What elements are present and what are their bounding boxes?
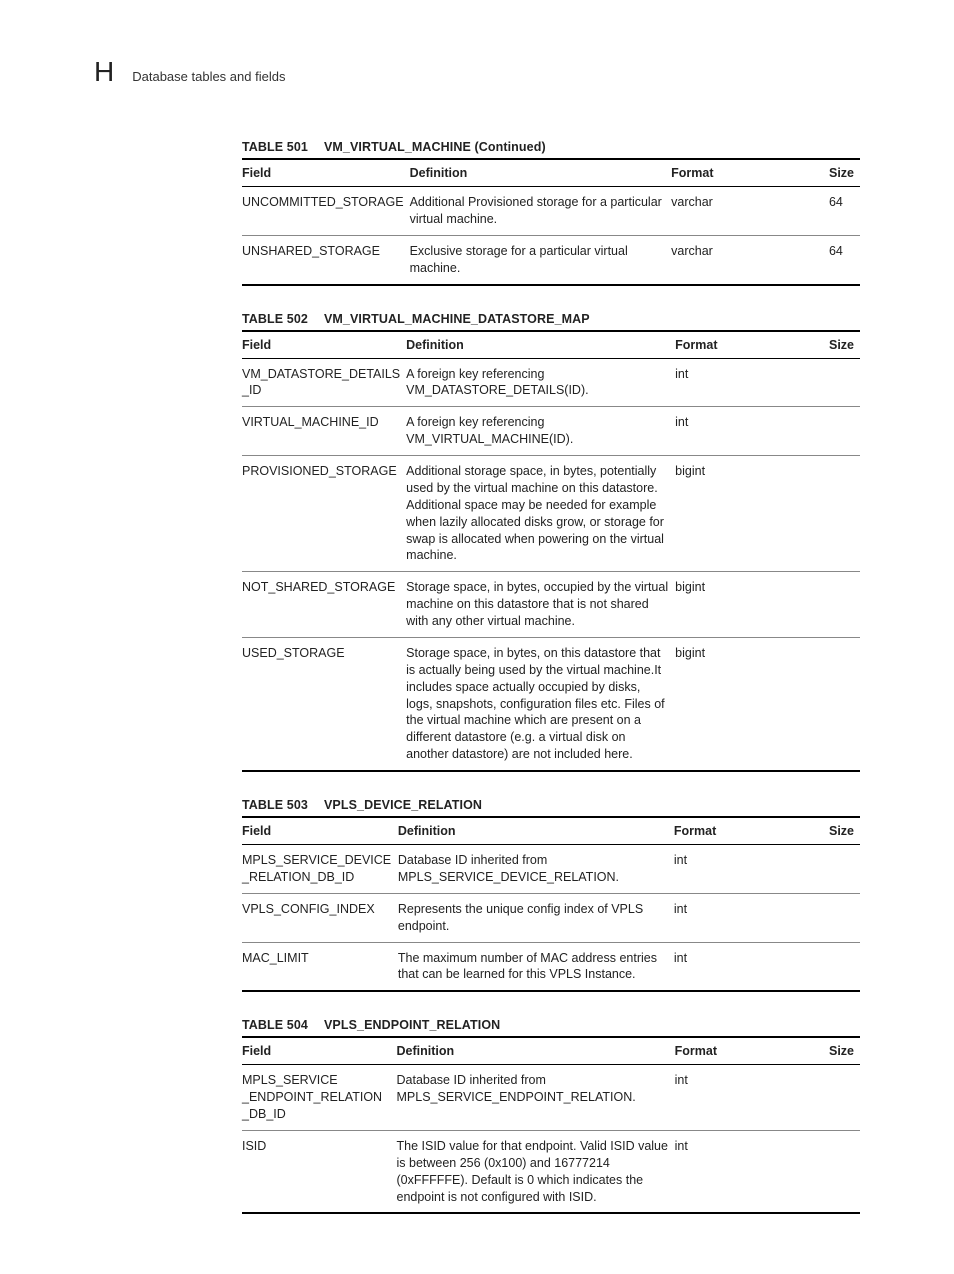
- table-name: VPLS_ENDPOINT_RELATION: [324, 1018, 500, 1032]
- table-row: MPLS_SERVICE_DEVICE _RELATION_DB_IDDatab…: [242, 845, 860, 894]
- table-caption: TABLE 502 VM_VIRTUAL_MACHINE_DATASTORE_MA…: [242, 312, 860, 326]
- cell-format: int: [675, 358, 789, 407]
- cell-definition: Exclusive storage for a particular virtu…: [410, 235, 672, 284]
- cell-field: MPLS_SERVICE_DEVICE _RELATION_DB_ID: [242, 845, 398, 894]
- column-header-format: Format: [674, 817, 789, 845]
- column-header-size: Size: [789, 1037, 860, 1065]
- cell-definition: The maximum number of MAC address entrie…: [398, 942, 674, 991]
- section-title: Database tables and fields: [132, 69, 285, 84]
- table-number: TABLE 502: [242, 312, 308, 326]
- cell-format: int: [674, 942, 789, 991]
- table-number: TABLE 503: [242, 798, 308, 812]
- column-header-definition: Definition: [397, 1037, 675, 1065]
- column-header-field: Field: [242, 817, 398, 845]
- cell-definition: Storage space, in bytes, occupied by the…: [406, 572, 675, 638]
- cell-definition: Storage space, in bytes, on this datasto…: [406, 637, 675, 771]
- cell-size: [789, 942, 860, 991]
- cell-definition: A foreign key referencing VM_VIRTUAL_MAC…: [406, 407, 675, 456]
- cell-format: int: [675, 1130, 789, 1213]
- page-content: TABLE 501 VM_VIRTUAL_MACHINE (Continued) F…: [242, 140, 860, 1214]
- db-table: FieldDefinitionFormatSizeVM_DATASTORE_DE…: [242, 330, 860, 773]
- cell-size: [789, 456, 860, 572]
- table-row: NOT_SHARED_STORAGEStorage space, in byte…: [242, 572, 860, 638]
- table-row: PROVISIONED_STORAGEAdditional storage sp…: [242, 456, 860, 572]
- cell-field: MAC_LIMIT: [242, 942, 398, 991]
- running-header: H Database tables and fields: [94, 56, 860, 88]
- cell-format: int: [675, 407, 789, 456]
- cell-definition: Database ID inherited from MPLS_SERVICE_…: [397, 1065, 675, 1131]
- cell-definition: Additional Provisioned storage for a par…: [410, 187, 672, 236]
- table-row: VM_DATASTORE_DETAILS _IDA foreign key re…: [242, 358, 860, 407]
- table-row: UNSHARED_STORAGEExclusive storage for a …: [242, 235, 860, 284]
- cell-size: 64: [789, 235, 860, 284]
- column-header-size: Size: [789, 159, 860, 187]
- column-header-field: Field: [242, 331, 406, 359]
- cell-field: UNCOMMITTED_STORAGE: [242, 187, 410, 236]
- cell-definition: Represents the unique config index of VP…: [398, 893, 674, 942]
- column-header-definition: Definition: [406, 331, 675, 359]
- column-header-field: Field: [242, 159, 410, 187]
- table-name: VPLS_DEVICE_RELATION: [324, 798, 482, 812]
- table-name: VM_VIRTUAL_MACHINE (Continued): [324, 140, 546, 154]
- table-row: UNCOMMITTED_STORAGEAdditional Provisione…: [242, 187, 860, 236]
- cell-size: [789, 845, 860, 894]
- cell-size: 64: [789, 187, 860, 236]
- table-row: USED_STORAGEStorage space, in bytes, on …: [242, 637, 860, 771]
- cell-field: NOT_SHARED_STORAGE: [242, 572, 406, 638]
- cell-size: [789, 358, 860, 407]
- cell-definition: A foreign key referencing VM_DATASTORE_D…: [406, 358, 675, 407]
- cell-field: ISID: [242, 1130, 397, 1213]
- column-header-field: Field: [242, 1037, 397, 1065]
- cell-definition: The ISID value for that endpoint. Valid …: [397, 1130, 675, 1213]
- table-caption: TABLE 503 VPLS_DEVICE_RELATION: [242, 798, 860, 812]
- cell-field: PROVISIONED_STORAGE: [242, 456, 406, 572]
- cell-size: [789, 893, 860, 942]
- cell-format: int: [675, 1065, 789, 1131]
- cell-format: bigint: [675, 637, 789, 771]
- cell-field: VM_DATASTORE_DETAILS _ID: [242, 358, 406, 407]
- table-name: VM_VIRTUAL_MACHINE_DATASTORE_MAP: [324, 312, 590, 326]
- table-row: MAC_LIMITThe maximum number of MAC addre…: [242, 942, 860, 991]
- appendix-letter: H: [94, 56, 114, 88]
- column-header-format: Format: [675, 331, 789, 359]
- column-header-definition: Definition: [410, 159, 672, 187]
- cell-size: [789, 407, 860, 456]
- cell-field: VIRTUAL_MACHINE_ID: [242, 407, 406, 456]
- page: H Database tables and fields TABLE 501 VM…: [0, 0, 954, 1274]
- cell-format: bigint: [675, 456, 789, 572]
- cell-definition: Additional storage space, in bytes, pote…: [406, 456, 675, 572]
- table-number: TABLE 501: [242, 140, 308, 154]
- db-table: FieldDefinitionFormatSizeMPLS_SERVICE _E…: [242, 1036, 860, 1214]
- db-table: FieldDefinitionFormatSizeUNCOMMITTED_STO…: [242, 158, 860, 286]
- cell-field: UNSHARED_STORAGE: [242, 235, 410, 284]
- table-row: MPLS_SERVICE _ENDPOINT_RELATION _DB_IDDa…: [242, 1065, 860, 1131]
- cell-size: [789, 637, 860, 771]
- cell-format: int: [674, 893, 789, 942]
- cell-field: MPLS_SERVICE _ENDPOINT_RELATION _DB_ID: [242, 1065, 397, 1131]
- cell-size: [789, 572, 860, 638]
- cell-size: [789, 1130, 860, 1213]
- cell-definition: Database ID inherited from MPLS_SERVICE_…: [398, 845, 674, 894]
- table-row: VPLS_CONFIG_INDEXRepresents the unique c…: [242, 893, 860, 942]
- cell-format: int: [674, 845, 789, 894]
- column-header-definition: Definition: [398, 817, 674, 845]
- cell-format: varchar: [671, 235, 789, 284]
- column-header-size: Size: [789, 331, 860, 359]
- table-number: TABLE 504: [242, 1018, 308, 1032]
- cell-field: USED_STORAGE: [242, 637, 406, 771]
- cell-size: [789, 1065, 860, 1131]
- column-header-format: Format: [675, 1037, 789, 1065]
- column-header-size: Size: [789, 817, 860, 845]
- cell-format: varchar: [671, 187, 789, 236]
- table-row: ISIDThe ISID value for that endpoint. Va…: [242, 1130, 860, 1213]
- table-caption: TABLE 504 VPLS_ENDPOINT_RELATION: [242, 1018, 860, 1032]
- db-table: FieldDefinitionFormatSizeMPLS_SERVICE_DE…: [242, 816, 860, 992]
- cell-format: bigint: [675, 572, 789, 638]
- cell-field: VPLS_CONFIG_INDEX: [242, 893, 398, 942]
- table-caption: TABLE 501 VM_VIRTUAL_MACHINE (Continued): [242, 140, 860, 154]
- column-header-format: Format: [671, 159, 789, 187]
- table-row: VIRTUAL_MACHINE_IDA foreign key referenc…: [242, 407, 860, 456]
